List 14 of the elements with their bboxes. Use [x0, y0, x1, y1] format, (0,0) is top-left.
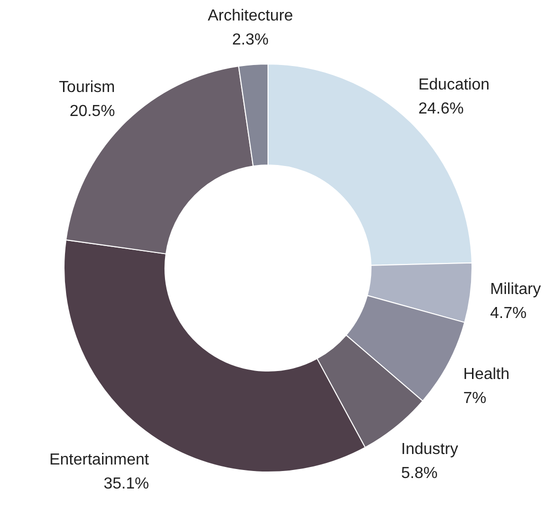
data-label: 4.7%: [490, 304, 527, 322]
slice-label: Architecture: [208, 8, 294, 25]
slice-label: Industry: [401, 440, 458, 458]
data-label: 7%: [463, 390, 486, 407]
slice-label: Health: [463, 366, 510, 383]
data-label: 2.3%: [232, 32, 269, 49]
data-label: 5.8%: [401, 464, 438, 482]
slice-label: Tourism: [58, 79, 115, 96]
slice-label: Education: [418, 76, 490, 94]
slice-label: Entertainment: [49, 452, 150, 469]
data-label: 24.6%: [418, 100, 464, 118]
data-label: 20.5%: [70, 103, 115, 120]
slice-label: Military: [490, 280, 541, 298]
data-label: 35.1%: [104, 476, 149, 493]
